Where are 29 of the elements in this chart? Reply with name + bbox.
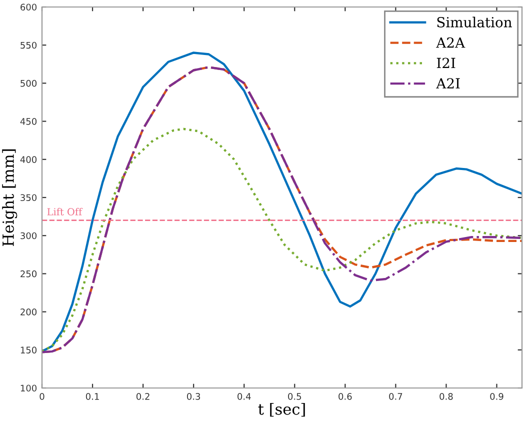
- y-tick-label: 450: [20, 118, 37, 125]
- legend-label: Simulation: [437, 16, 512, 28]
- y-tick-label: 400: [20, 156, 37, 163]
- y-tick-label: 200: [20, 308, 37, 316]
- y-tick-label: 100: [20, 384, 37, 392]
- y-tick-label: 600: [20, 4, 37, 11]
- y-tick-label: 300: [20, 232, 37, 240]
- x-tick-label: 0.1: [86, 393, 99, 400]
- x-tick-label: 0.6: [338, 393, 352, 400]
- x-tick-label: 0.8: [440, 393, 453, 400]
- y-tick-label: 350: [20, 194, 37, 202]
- x-tick-label: 0.3: [186, 393, 200, 400]
- y-tick-label: 550: [20, 42, 37, 49]
- legend-label: I2I: [436, 58, 456, 68]
- ref-line-label: Lift Off: [47, 208, 83, 216]
- x-tick-label: 0.9: [490, 393, 504, 400]
- legend-label: A2A: [436, 37, 466, 48]
- line-series: [42, 128, 522, 353]
- y-axis-title: Height [mm]: [2, 149, 18, 246]
- x-tick-label: 0.4: [238, 393, 251, 400]
- y-tick-label: 250: [20, 270, 37, 278]
- y-tick-label: 150: [20, 346, 37, 354]
- x-axis-title: t [sec]: [258, 402, 305, 417]
- x-tick-label: 0.2: [136, 393, 150, 400]
- legend-label: A2I: [436, 78, 460, 88]
- x-tick-label: 0.5: [288, 393, 302, 400]
- x-tick-label: 0: [40, 393, 44, 400]
- y-tick-label: 500: [20, 80, 37, 87]
- x-tick-label: 0.7: [389, 393, 402, 400]
